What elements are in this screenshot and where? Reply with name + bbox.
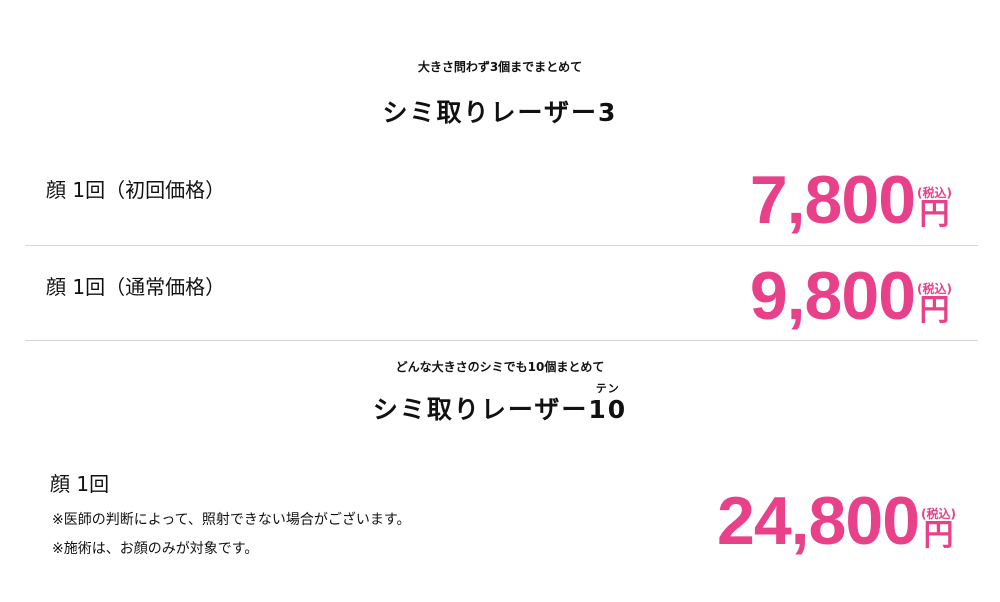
yen-unit: 円: [919, 197, 950, 232]
divider: [25, 340, 978, 341]
plan10-ruby: テン: [595, 382, 620, 395]
tax-included-label: (税込): [921, 507, 956, 521]
note-doctor-judgement: ※医師の判断によって、照射できない場合がございます。: [52, 512, 411, 528]
plan3-title: シミ取りレーザー3: [382, 98, 618, 127]
tax-included-label: (税込): [917, 186, 952, 200]
note-face-only: ※施術は、お顔のみが対象です。: [52, 541, 259, 557]
plan10-label: 顔 1回: [50, 472, 110, 496]
divider: [25, 245, 978, 246]
yen-unit: 円: [919, 293, 950, 328]
plan10-price: 24,800 (税込) 円: [717, 487, 956, 555]
row-first-price-label: 顔 1回（初回価格）: [46, 178, 226, 202]
yen-unit: 円: [923, 518, 954, 553]
row-regular-price-label: 顔 1回（通常価格）: [46, 275, 226, 299]
plan10-title: シミ取りレーザー テン 10: [372, 382, 628, 425]
price-amount: 9,800: [749, 258, 916, 334]
first-price: 7,800 (税込) 円: [750, 166, 952, 234]
plan3-subtitle: 大きさ問わず3個までまとめて: [417, 60, 583, 74]
price-amount: 24,800: [717, 483, 920, 559]
plan10-number: 10: [588, 395, 628, 424]
regular-price: 9,800 (税込) 円: [750, 262, 952, 330]
plan10-subtitle: どんな大きさのシミでも10個まとめて: [395, 360, 605, 374]
price-amount: 7,800: [749, 162, 916, 238]
tax-included-label: (税込): [917, 282, 952, 296]
